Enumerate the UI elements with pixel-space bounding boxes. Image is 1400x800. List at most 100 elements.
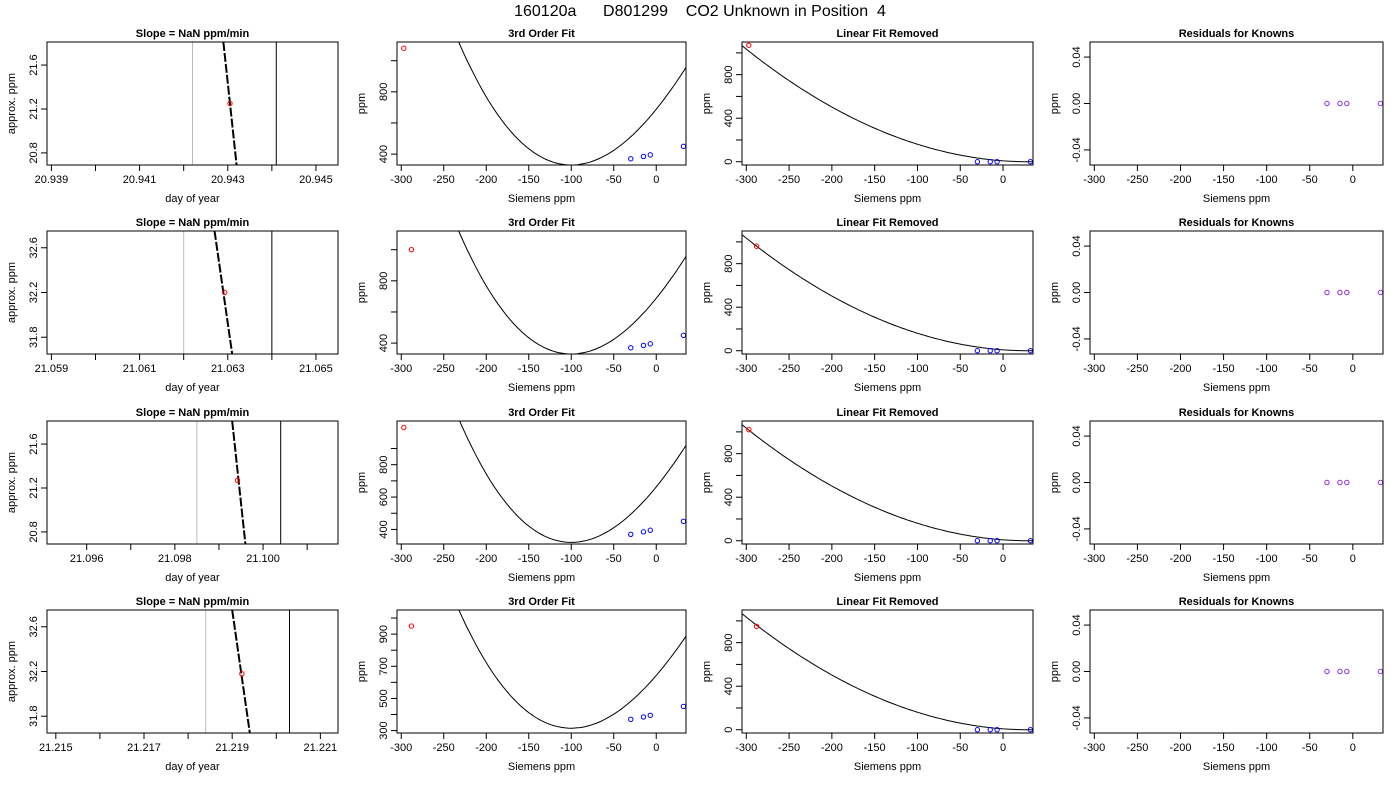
x-axis-label: Siemens ppm: [508, 382, 575, 394]
chart-title: Slope = NaN ppm/min: [136, 28, 250, 40]
x-tick-label: -100: [906, 174, 928, 186]
known-point: [974, 538, 981, 544]
chart-panel-4-2: 3rd Order Fit -300 -250 -200 -150 -100 -50 0 300…: [356, 596, 687, 773]
y-tick-label: 800: [723, 254, 735, 272]
fit-curve: [459, 421, 686, 543]
known-point: [974, 159, 981, 165]
plot-area: [192, 42, 277, 165]
unknown-point: [746, 427, 752, 433]
residual-point: [1344, 289, 1350, 296]
x-tick-label: -300: [390, 553, 412, 565]
x-tick-label: -250: [778, 363, 800, 375]
plot-area: [408, 231, 686, 354]
x-tick-label: 21.059: [35, 363, 69, 375]
known-point: [974, 727, 981, 733]
y-tick-label: 700: [378, 657, 390, 675]
x-tick-label: -50: [952, 174, 968, 186]
known-point: [994, 538, 1000, 544]
x-tick-label: -50: [606, 363, 622, 375]
known-point: [994, 348, 1000, 354]
chart-panel-1-2: 3rd Order Fit -300 -250 -200 -150 -100 -50 0 400…: [356, 28, 687, 205]
unknown-point: [408, 623, 415, 629]
known-point: [640, 714, 647, 720]
y-tick-label: 32.2: [28, 282, 40, 303]
x-tick-label: 20.943: [211, 174, 245, 186]
x-tick-label: -150: [1213, 742, 1235, 754]
fit-curve: [458, 610, 686, 729]
known-point: [647, 341, 653, 347]
x-tick-label: -50: [606, 174, 622, 186]
y-axis-label: approx. ppm: [6, 262, 18, 323]
x-tick-label: -50: [606, 742, 622, 754]
y-tick-label: 32.2: [28, 661, 40, 682]
x-tick-label: -100: [906, 742, 928, 754]
plot-area: [1324, 289, 1383, 296]
chart-panel-2-3: Linear Fit Removed -300 -250 -200 -150 -100 -5…: [701, 217, 1034, 394]
x-tick-label: -200: [475, 742, 497, 754]
y-tick-label: 0: [723, 727, 735, 733]
y-tick-label: 31.8: [28, 706, 40, 727]
data-trace: [222, 42, 238, 165]
x-axis-label: day of year: [165, 193, 220, 205]
known-point: [987, 538, 993, 544]
y-tick-label: 800: [723, 444, 735, 462]
x-tick-label: -200: [475, 363, 497, 375]
y-tick-label: 21.6: [28, 54, 40, 75]
residual-point: [1324, 479, 1330, 486]
plot-area: [742, 424, 1033, 544]
known-point: [647, 152, 653, 158]
known-point: [628, 716, 634, 723]
chart-title: Slope = NaN ppm/min: [136, 217, 250, 229]
plot-area: [401, 42, 686, 165]
x-tick-label: 0: [1350, 742, 1356, 754]
y-tick-label: 0.00: [1071, 93, 1083, 114]
y-axis-label: ppm: [356, 282, 368, 303]
x-tick-label: -250: [433, 363, 455, 375]
chart-title: Residuals for Knowns: [1179, 217, 1295, 229]
x-tick-label: 20.945: [299, 174, 333, 186]
chart-panel-3-2: 3rd Order Fit -300 -250 -200 -150 -100 -50 0 400…: [356, 407, 687, 584]
unknown-point: [408, 246, 415, 253]
x-axis-label: Siemens ppm: [1203, 193, 1270, 205]
known-point: [680, 332, 686, 339]
x-tick-label: -200: [1169, 363, 1191, 375]
y-tick-label: 400: [378, 145, 390, 163]
plot-area: [1324, 668, 1383, 675]
y-axis-label: ppm: [1049, 472, 1061, 493]
residual-point: [1344, 479, 1350, 486]
x-axis-label: Siemens ppm: [508, 193, 575, 205]
x-tick-label: -200: [821, 742, 843, 754]
unknown-point: [746, 42, 752, 48]
plot-area: [196, 421, 282, 544]
x-tick-label: -200: [1169, 553, 1191, 565]
chart-panel-2-2: 3rd Order Fit -300 -250 -200 -150 -100 -50 0 400…: [356, 217, 687, 394]
x-axis-label: Siemens ppm: [854, 382, 921, 394]
chart-panel-1-4: Residuals for Knowns -300 -250 -200 -150 -100…: [1049, 28, 1384, 205]
y-tick-label: 31.8: [28, 327, 40, 348]
chart-panel-4-3: Linear Fit Removed -300 -250 -200 -150 -100 -5…: [701, 596, 1034, 773]
known-point: [994, 159, 1000, 165]
x-tick-label: -300: [735, 363, 757, 375]
x-tick-label: 21.065: [299, 363, 333, 375]
known-point: [994, 727, 1000, 733]
x-tick-label: -300: [735, 553, 757, 565]
residual-point: [1337, 289, 1343, 296]
residual-point: [1324, 668, 1330, 675]
y-tick-label: 400: [723, 298, 735, 316]
unknown-point: [753, 243, 760, 249]
chart-title: Residuals for Knowns: [1179, 596, 1295, 608]
x-tick-label: -200: [821, 553, 843, 565]
y-tick-label: 400: [723, 109, 735, 127]
known-point: [987, 727, 993, 733]
x-axis-label: Siemens ppm: [1203, 382, 1270, 394]
known-point: [987, 348, 993, 354]
x-tick-label: -50: [952, 363, 968, 375]
x-tick-label: -200: [1169, 742, 1191, 754]
chart-panel-3-4: Residuals for Knowns -300 -250 -200 -150 -100…: [1049, 407, 1384, 584]
known-point: [680, 143, 686, 150]
x-tick-label: -300: [735, 742, 757, 754]
unknown-point: [753, 623, 760, 630]
x-tick-label: -100: [560, 174, 582, 186]
plot-frame: [46, 41, 339, 166]
x-tick-label: -50: [1302, 553, 1318, 565]
